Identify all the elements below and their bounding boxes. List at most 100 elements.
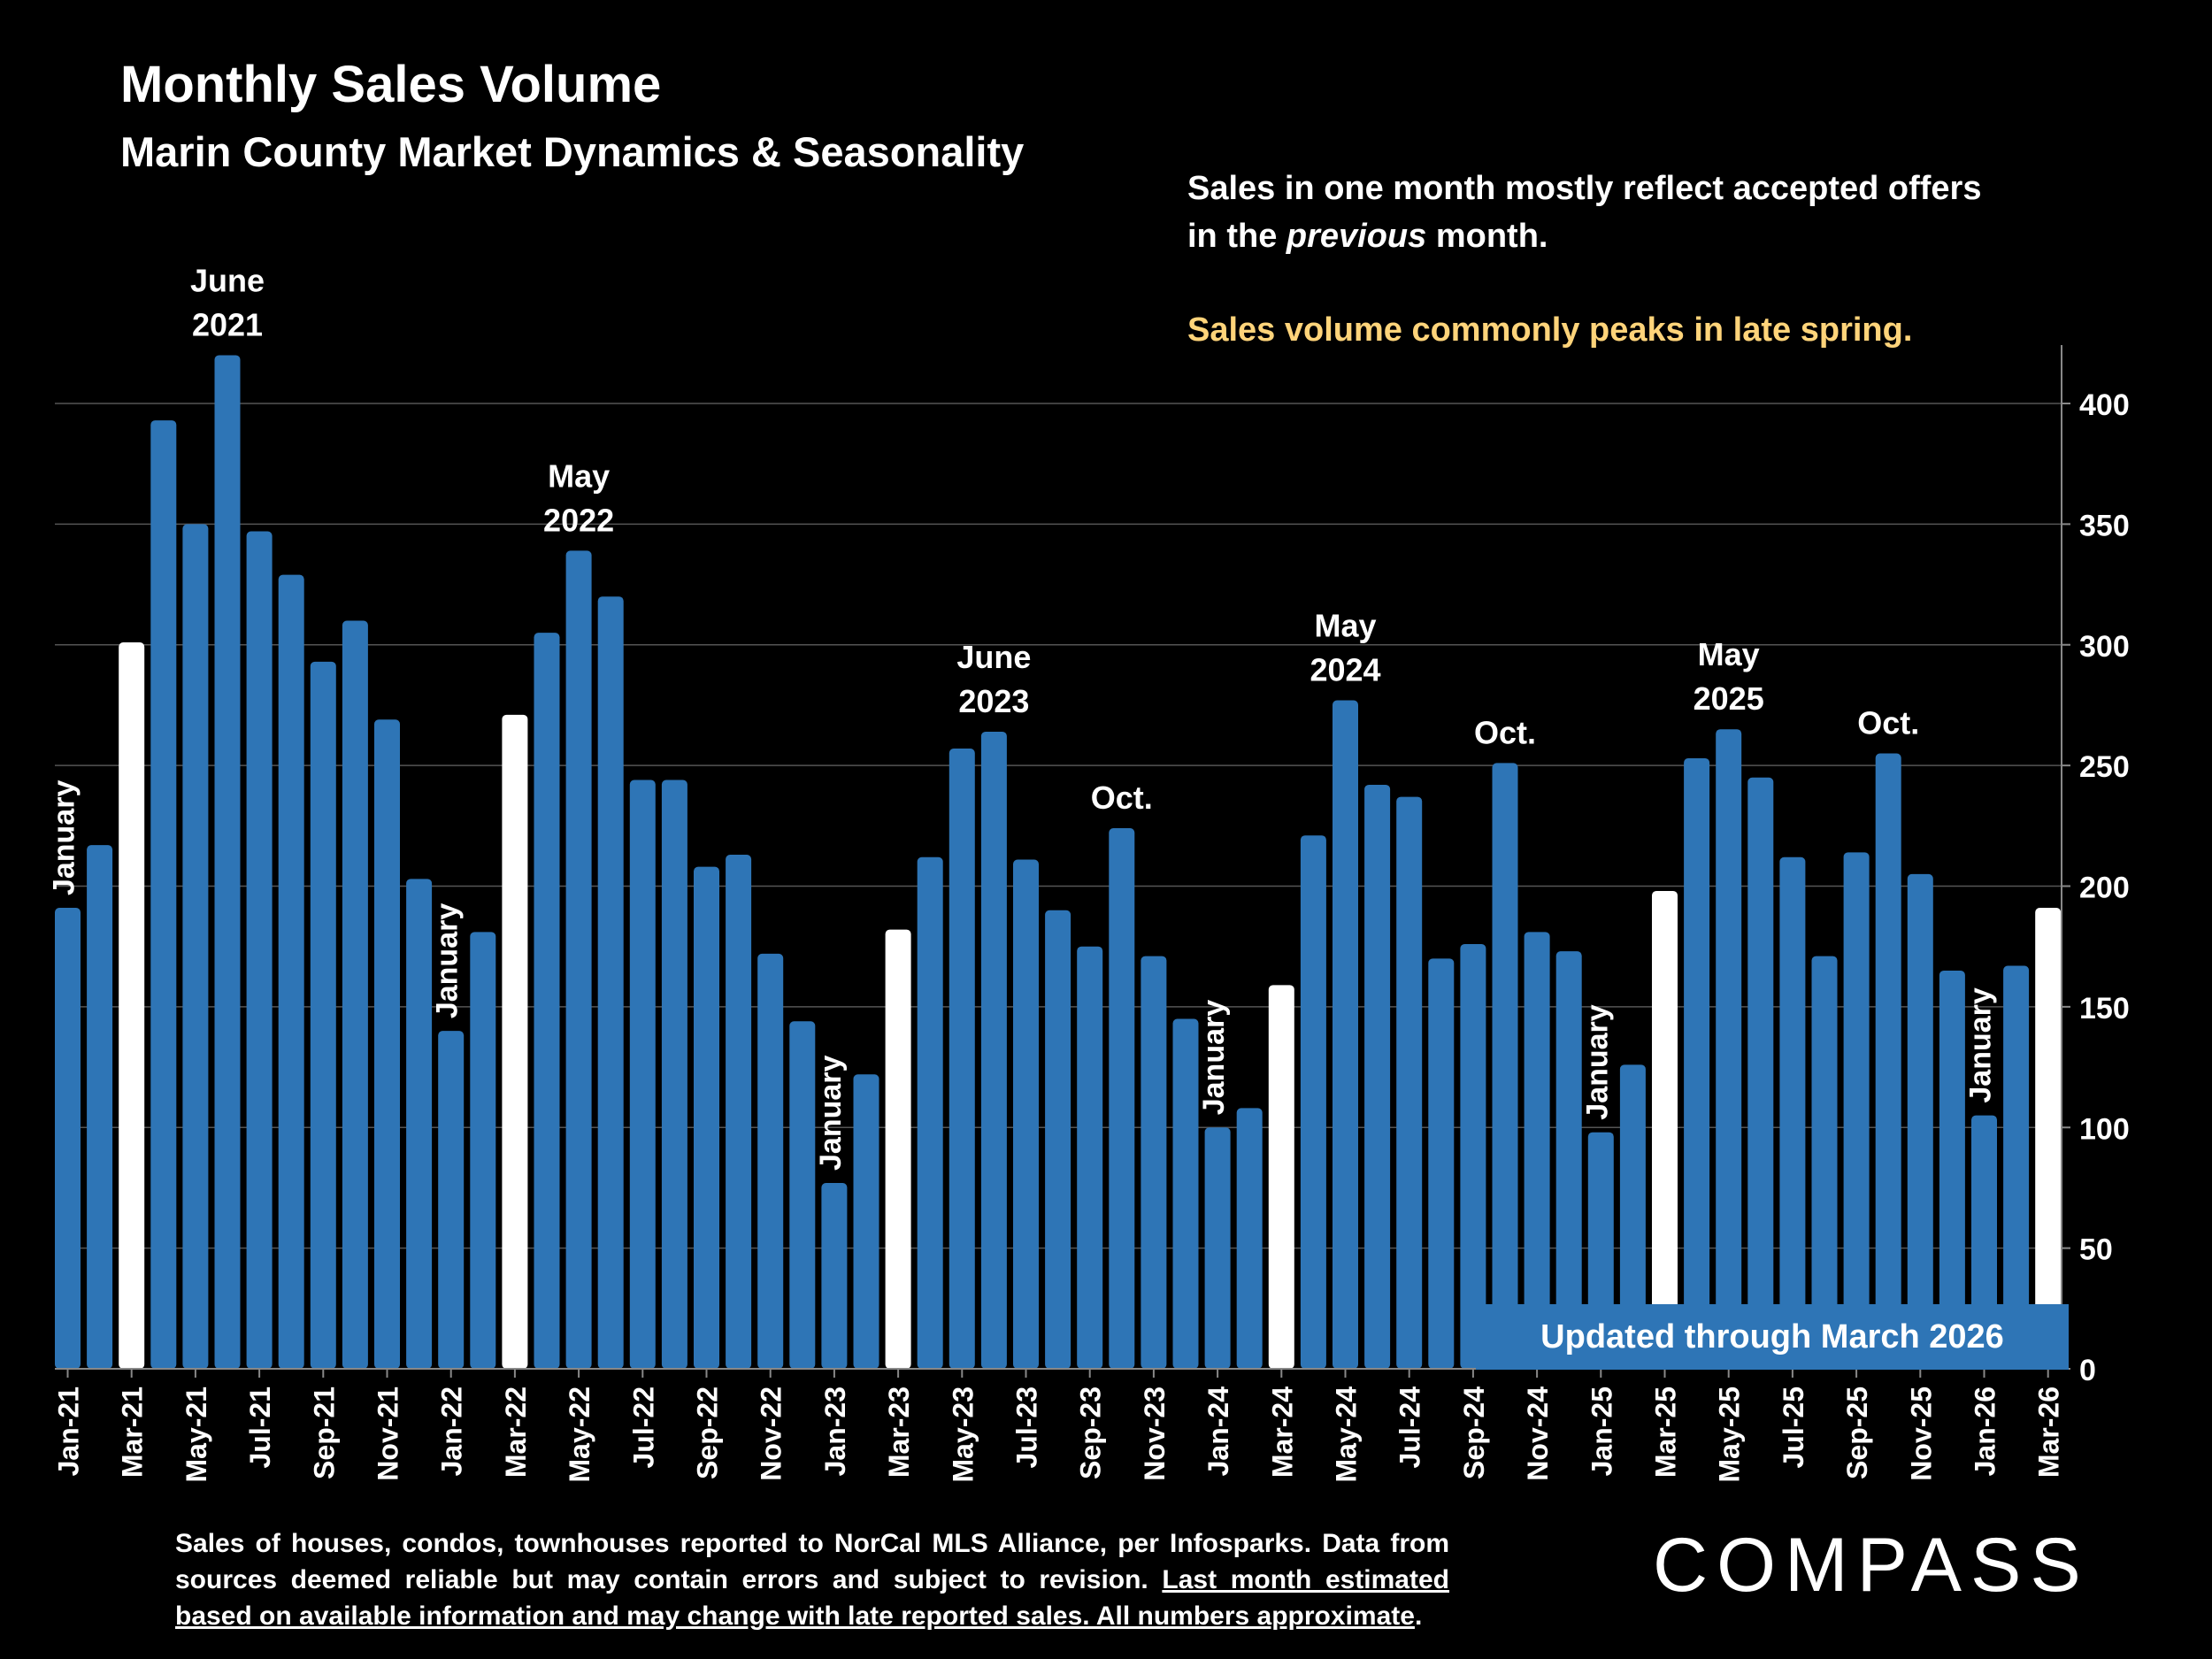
bar-Nov-23 <box>1141 956 1167 1369</box>
annotation-peak-month: June <box>956 639 1031 675</box>
bar-Jan-21 <box>55 908 81 1369</box>
annotation-peak-month: May <box>1314 607 1376 643</box>
bar-Aug-21 <box>278 574 304 1369</box>
annotation-peak-month: June <box>190 262 265 298</box>
y-tick-label: 50 <box>2079 1233 2113 1267</box>
logo-text: COMPASS <box>1653 1524 2090 1603</box>
x-tick-label: Nov-25 <box>1905 1386 1937 1481</box>
annotation-january: January <box>1963 987 1997 1102</box>
bar-Mar-25 <box>1652 890 1678 1369</box>
annotations: January June 2021 January May 2022 January June… <box>47 262 1997 1171</box>
annotation-peak-year: 2021 <box>192 306 263 342</box>
bar-Nov-24 <box>1524 932 1550 1369</box>
bar-Jul-21 <box>246 531 273 1369</box>
bar-Aug-24 <box>1428 958 1455 1369</box>
x-tick-label: Jan-26 <box>1970 1386 2001 1476</box>
x-tick-label: Jan-24 <box>1202 1386 1234 1477</box>
y-tick-label: 0 <box>2079 1354 2096 1387</box>
annotation-january: January <box>1197 1000 1231 1115</box>
note-line-2-emphasis: previous <box>1286 218 1427 255</box>
x-tick-label: Sep-22 <box>692 1386 724 1479</box>
x-tick-label: Mar-23 <box>883 1386 915 1478</box>
x-tick-label: Sep-23 <box>1075 1386 1107 1479</box>
compass-logo: COMPASS <box>1653 1524 2090 1603</box>
annotation-oct: Oct. <box>1091 780 1153 816</box>
y-tick-label: 350 <box>2079 509 2130 542</box>
bar-Mar-21 <box>119 642 145 1369</box>
annotation-peak-year: 2024 <box>1310 651 1380 687</box>
bar-Mar-26 <box>2035 908 2062 1369</box>
x-tick-label: May-23 <box>947 1386 979 1483</box>
bar-Jul-25 <box>1779 856 1806 1369</box>
annotation-oct: Oct. <box>1857 704 1919 741</box>
bar-Oct-22 <box>726 855 752 1369</box>
footnote: Sales of houses, condos, townhouses repo… <box>175 1525 1449 1634</box>
footnote-underlined: Last month estimated based on available … <box>175 1565 1449 1631</box>
bar-Dec-24 <box>1555 951 1582 1369</box>
x-tick-label: May-24 <box>1331 1386 1363 1483</box>
y-tick-label: 150 <box>2079 992 2130 1025</box>
x-tick-label: Jul-24 <box>1394 1386 1426 1469</box>
bar-Jun-24 <box>1364 784 1391 1369</box>
annotation-january: January <box>431 903 465 1018</box>
x-tick-label: Mar-26 <box>2033 1386 2065 1478</box>
bar-Dec-22 <box>789 1021 816 1369</box>
x-tick-label: Nov-23 <box>1139 1386 1171 1481</box>
x-tick-label: Nov-21 <box>373 1386 404 1481</box>
bar-Dec-23 <box>1172 1018 1199 1369</box>
x-tick-label: Sep-24 <box>1458 1386 1490 1479</box>
x-tick-label: Mar-25 <box>1650 1386 1682 1478</box>
bar-May-21 <box>182 524 209 1369</box>
bar-May-23 <box>949 749 975 1369</box>
bar-Oct-23 <box>1109 828 1135 1369</box>
bar-Aug-22 <box>661 780 687 1369</box>
chart-title: Monthly Sales Volume <box>120 56 662 113</box>
bar-Apr-22 <box>534 633 560 1369</box>
bar-Sep-23 <box>1077 946 1103 1369</box>
x-tick-label: Jul-23 <box>1011 1386 1043 1468</box>
footnote-end: . <box>1414 1601 1423 1631</box>
annotation-oct: Oct. <box>1474 714 1536 750</box>
bar-Feb-25 <box>1619 1064 1646 1369</box>
annotation-january: January <box>1580 1004 1614 1119</box>
annotation-peak-month: May <box>1698 636 1760 672</box>
bar-Aug-23 <box>1045 910 1071 1369</box>
bar-Dec-25 <box>1939 970 1965 1369</box>
x-tick-label: Nov-22 <box>756 1386 787 1481</box>
annotation-peak-year: 2023 <box>958 683 1029 719</box>
x-tick-label: Nov-24 <box>1522 1386 1554 1481</box>
x-tick-label: May-25 <box>1714 1386 1746 1483</box>
bar-Oct-24 <box>1492 763 1518 1369</box>
x-tick-label: Jul-25 <box>1778 1386 1809 1468</box>
bar-Apr-25 <box>1684 757 1710 1369</box>
bar-Nov-25 <box>1907 873 1933 1369</box>
x-tick-label: Jan-25 <box>1586 1386 1617 1476</box>
annotation-peak-month: May <box>548 457 610 494</box>
x-tick-labels: Jan-21 Mar-21 May-21 Jul-21 Sep-21 Nov-21 Jan-… <box>53 1386 2065 1483</box>
annotation-january: January <box>814 1055 848 1170</box>
chart-highlight-note: Sales volume commonly peaks in late spri… <box>1187 311 1913 349</box>
bar-Feb-21 <box>87 845 113 1369</box>
bar-Jan-22 <box>438 1031 465 1369</box>
chart-note: Sales in one month mostly reflect accept… <box>1187 165 2072 260</box>
x-tick-label: Jul-22 <box>627 1386 659 1468</box>
bar-Oct-25 <box>1875 753 1901 1369</box>
bar-chart: 0 50 100 150 200 250 300 350 400 Jan-21 Mar-21 May… <box>47 262 2130 1483</box>
bars <box>55 355 2062 1370</box>
bar-May-22 <box>565 550 592 1369</box>
x-tick-label: Sep-21 <box>308 1386 340 1479</box>
x-tick-label: Mar-22 <box>500 1386 532 1478</box>
bar-Oct-21 <box>342 620 368 1369</box>
x-tick-label: Mar-24 <box>1266 1386 1298 1478</box>
bar-Nov-21 <box>374 719 400 1369</box>
bar-Feb-23 <box>853 1074 879 1369</box>
bar-Mar-23 <box>885 929 911 1369</box>
x-tick-label: Jan-23 <box>819 1386 851 1476</box>
bar-Jun-23 <box>980 731 1007 1369</box>
bar-Feb-26 <box>2003 965 2030 1369</box>
note-line-1: Sales in one month mostly reflect accept… <box>1187 170 1982 207</box>
y-tick-labels: 0 50 100 150 200 250 300 350 400 <box>2079 388 2130 1387</box>
x-tick-label: May-21 <box>180 1386 212 1483</box>
y-tick-label: 250 <box>2079 750 2130 784</box>
annotation-peak-year: 2025 <box>1694 680 1764 717</box>
